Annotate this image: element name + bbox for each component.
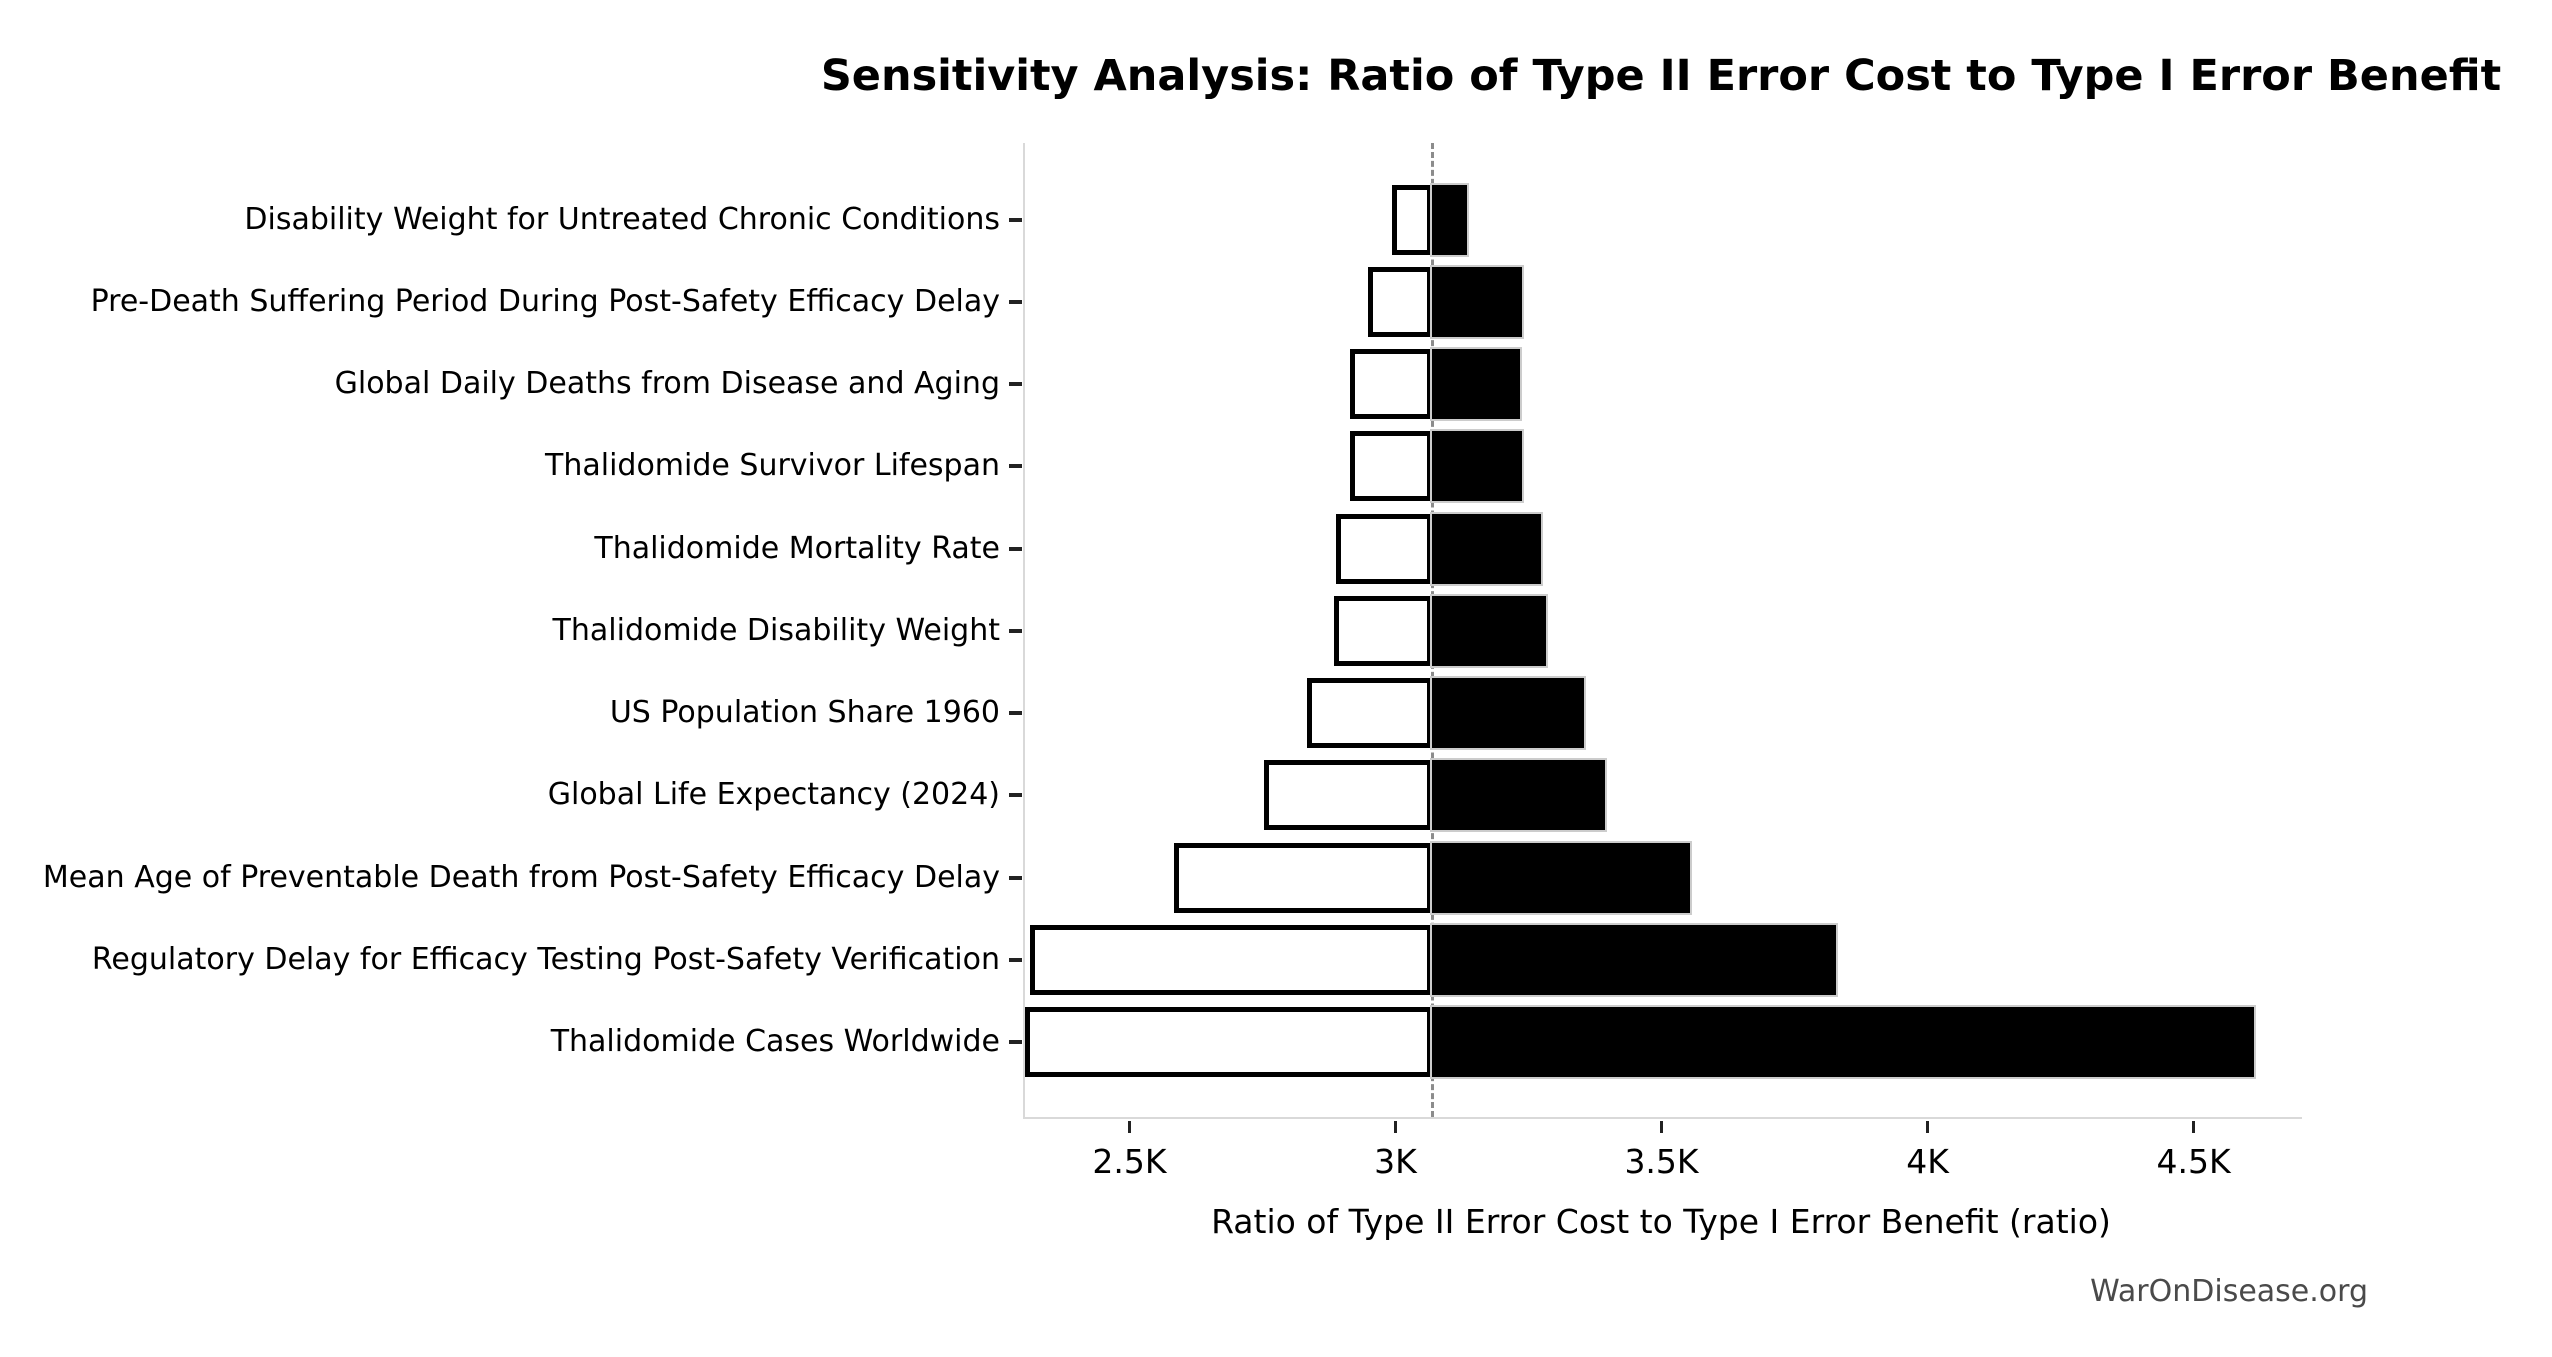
y-axis-label: Mean Age of Preventable Death from Post-… — [42, 859, 1000, 895]
y-tick-mark — [1009, 711, 1022, 715]
y-tick-mark — [1009, 628, 1022, 633]
x-axis-title: Ratio of Type II Error Cost to Type I Er… — [1211, 1202, 2111, 1241]
high-bar — [1432, 760, 1605, 831]
high-bar — [1432, 513, 1542, 584]
high-bar — [1432, 1007, 2255, 1077]
y-axis-label: Global Daily Deaths from Disease and Agi… — [334, 366, 1000, 401]
x-tick-label: 2.5K — [1092, 1142, 1167, 1181]
high-bar — [1432, 431, 1523, 502]
bar-row — [1025, 595, 2302, 666]
high-bar — [1432, 678, 1584, 748]
low-bar — [1349, 431, 1433, 502]
bar-row — [1025, 431, 2302, 502]
bar-row — [1025, 349, 2302, 419]
y-tick-mark — [1009, 546, 1022, 551]
bar-row — [1025, 513, 2302, 584]
x-tick-mark — [1393, 1121, 1397, 1133]
y-axis-label: Thalidomide Cases Worldwide — [550, 1024, 1000, 1059]
high-bar — [1432, 595, 1547, 666]
y-tick-mark — [1009, 1040, 1022, 1044]
bar-row — [1025, 1007, 2302, 1077]
low-bar — [1030, 924, 1433, 995]
x-tick-mark — [2192, 1121, 2196, 1133]
y-axis-label: Pre-Death Suffering Period During Post-S… — [90, 283, 1000, 319]
x-tick-mark — [1127, 1121, 1131, 1133]
y-tick-mark — [1009, 957, 1022, 962]
plot-area — [1023, 143, 2302, 1119]
y-axis-label: Regulatory Delay for Efficacy Testing Po… — [91, 941, 1000, 977]
y-tick-mark — [1009, 875, 1022, 880]
low-bar — [1264, 760, 1433, 831]
low-bar — [1307, 678, 1433, 748]
watermark: WarOnDisease.org — [2090, 1274, 2368, 1309]
bar-row — [1025, 184, 2302, 255]
bar-row — [1025, 760, 2302, 831]
low-bar — [1336, 513, 1433, 584]
y-axis-label: Thalidomide Mortality Rate — [594, 530, 1000, 566]
y-axis-label: US Population Share 1960 — [609, 695, 1000, 730]
x-tick-label: 3K — [1374, 1142, 1417, 1181]
y-axis-label: Thalidomide Disability Weight — [552, 612, 1000, 648]
x-tick-mark — [1926, 1121, 1930, 1133]
high-bar — [1432, 842, 1691, 913]
low-bar — [1349, 349, 1433, 419]
low-bar — [1368, 266, 1433, 337]
bar-row — [1025, 678, 2302, 748]
bar-row — [1025, 924, 2302, 995]
x-tick-label: 4K — [1906, 1142, 1949, 1181]
high-bar — [1432, 349, 1520, 419]
x-tick-label: 4.5K — [2156, 1142, 2231, 1181]
x-tick-mark — [1660, 1121, 1663, 1133]
high-bar — [1432, 184, 1467, 255]
x-tick-label: 3.5K — [1624, 1142, 1699, 1181]
y-axis-label: Thalidomide Survivor Lifespan — [545, 448, 1000, 484]
y-tick-mark — [1009, 464, 1022, 469]
low-bar — [1392, 184, 1433, 255]
y-tick-mark — [1009, 382, 1022, 386]
y-axis-label: Global Life Expectancy (2024) — [547, 777, 1000, 813]
high-bar — [1432, 266, 1523, 337]
bar-row — [1025, 842, 2302, 913]
y-tick-mark — [1009, 793, 1022, 798]
bar-row — [1025, 266, 2302, 337]
low-bar — [1333, 595, 1433, 666]
low-bar — [1173, 842, 1433, 913]
low-bar — [1025, 1007, 1433, 1077]
high-bar — [1432, 924, 1837, 995]
y-tick-mark — [1009, 299, 1022, 304]
chart-title: Sensitivity Analysis: Ratio of Type II E… — [820, 51, 2502, 101]
y-axis-label: Disability Weight for Untreated Chronic … — [244, 201, 1000, 237]
y-tick-mark — [1009, 217, 1022, 222]
